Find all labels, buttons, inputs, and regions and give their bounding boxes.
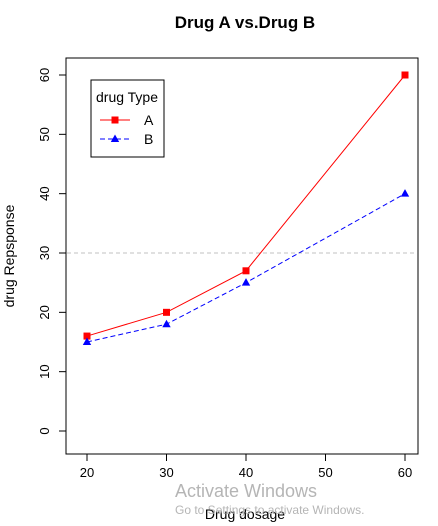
data-point-b: [162, 319, 171, 328]
y-tick-label: 50: [37, 127, 52, 141]
legend-label-a: A: [144, 112, 154, 128]
legend: drug Type AB: [90, 79, 165, 158]
legend-title: drug Type: [96, 89, 158, 105]
legend-label-b: B: [144, 131, 153, 147]
x-axis: 20 30 40 50 60: [80, 453, 412, 480]
x-tick-label: 30: [159, 465, 173, 480]
y-axis-label: drug Repsponse: [1, 204, 17, 307]
watermark-subtitle: Go to Settings to activate Windows.: [175, 503, 364, 517]
y-tick-label: 40: [37, 186, 52, 200]
x-tick-label: 40: [239, 465, 253, 480]
data-point-a: [401, 71, 409, 79]
y-tick-label: 10: [37, 364, 52, 378]
series-line-b: [86, 193, 406, 343]
x-tick-label: 20: [80, 465, 94, 480]
x-tick-label: 60: [398, 465, 412, 480]
watermark-title: Activate Windows: [175, 481, 317, 501]
data-point-a: [83, 332, 91, 340]
data-point-b: [82, 337, 92, 345]
y-tick-label: 0: [37, 427, 52, 434]
x-tick-label: 50: [318, 465, 332, 480]
legend-marker-a: [111, 116, 119, 124]
y-tick-label: 30: [37, 246, 52, 260]
y-axis: 0 10 20 30 40 50 60: [37, 68, 67, 435]
chart-title: Drug A vs.Drug B: [175, 13, 315, 32]
series-line-a: [86, 74, 406, 337]
legend-box: [90, 79, 165, 158]
data-point-a: [242, 267, 250, 275]
y-tick-label: 60: [37, 68, 52, 82]
data-point-a: [163, 308, 170, 316]
series-layer: [82, 71, 410, 345]
y-tick-label: 20: [37, 305, 52, 319]
x-axis-label: Drug dosage: [205, 506, 285, 522]
data-point-b: [400, 189, 410, 197]
legend-items: AB: [100, 112, 154, 147]
legend-marker-b: [110, 134, 120, 142]
data-point-b: [241, 278, 251, 286]
